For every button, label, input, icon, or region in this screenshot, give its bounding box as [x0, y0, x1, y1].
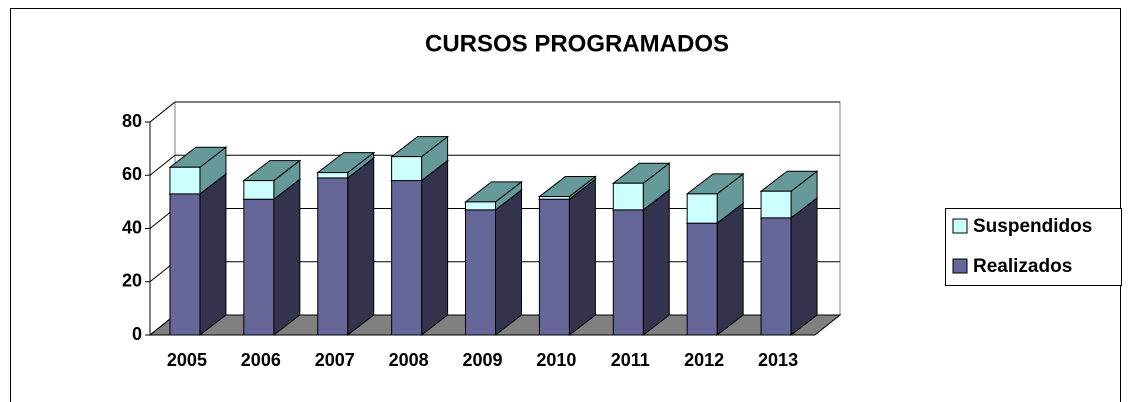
bar-side [421, 159, 449, 337]
grid-line [149, 154, 176, 176]
bar [612, 182, 644, 211]
bar-side [716, 202, 744, 337]
y-tick-label: 20 [122, 271, 142, 291]
x-tick-label: 2007 [315, 350, 355, 370]
bar [169, 193, 201, 336]
bar-side [199, 172, 227, 337]
grid-line [149, 101, 176, 123]
bar [243, 180, 275, 200]
bar-side [568, 178, 596, 337]
legend-label: Realizados [973, 256, 1072, 277]
bar-side [495, 188, 522, 337]
legend-swatch [952, 218, 968, 234]
bar [465, 201, 496, 211]
legend-swatch [952, 258, 968, 274]
x-tick-label: 2011 [611, 350, 650, 370]
bar [169, 166, 201, 195]
bar [317, 177, 349, 336]
x-tick-label: 2012 [684, 350, 724, 370]
bar [391, 180, 423, 336]
bar [538, 198, 570, 336]
bar [391, 156, 423, 182]
bar [243, 198, 275, 336]
x-tick-label: 2008 [389, 350, 429, 370]
bar [317, 172, 349, 179]
y-tick-label: 80 [122, 111, 142, 131]
x-tick-label: 2005 [167, 350, 207, 370]
bar [465, 209, 496, 336]
bar-side [642, 188, 670, 337]
x-tick-label: 2013 [758, 350, 798, 370]
y-tick-label: 60 [122, 164, 142, 184]
x-tick-label: 2006 [241, 350, 281, 370]
legend [945, 208, 1122, 286]
bar-side [347, 156, 375, 337]
bar [760, 217, 792, 336]
y-tick-label: 40 [122, 217, 142, 237]
bar-side [790, 196, 818, 337]
y-tick-label: 0 [132, 324, 142, 344]
bar [760, 190, 792, 219]
x-tick-label: 2009 [462, 350, 502, 370]
bar-side [273, 178, 301, 337]
bar [686, 222, 718, 336]
bar [538, 196, 570, 200]
bar [686, 193, 718, 224]
chart-title: CURSOS PROGRAMADOS [425, 30, 729, 57]
x-tick-label: 2010 [536, 350, 576, 370]
legend-label: Suspendidos [973, 216, 1092, 237]
bar [612, 209, 644, 336]
